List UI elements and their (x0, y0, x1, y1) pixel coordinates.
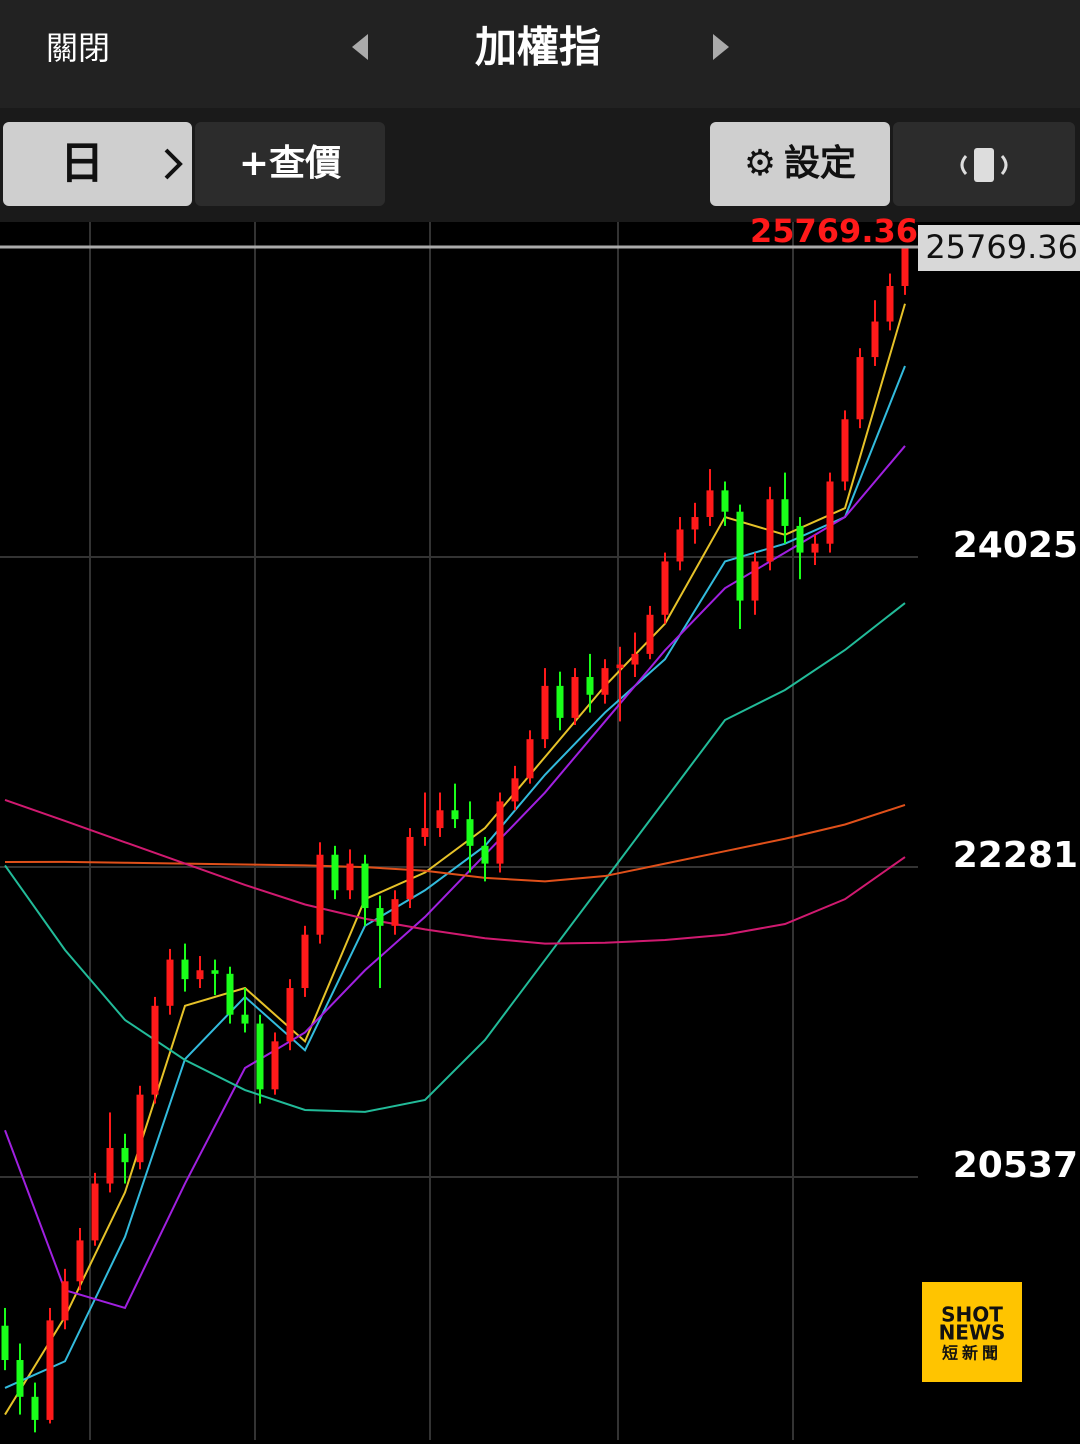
candle-body (91, 1183, 99, 1241)
prev-arrow[interactable] (352, 34, 368, 60)
candle-body (196, 970, 204, 980)
candle-body (556, 685, 564, 718)
plot-area (0, 222, 918, 1440)
candle-body (436, 810, 444, 829)
candle-body (901, 246, 909, 286)
candle-body (646, 614, 654, 654)
last-price-tag-label: 25769.36 (925, 228, 1078, 266)
watermark-box (922, 1282, 1022, 1382)
candle-body (61, 1281, 69, 1321)
candle-body (796, 525, 804, 553)
candle-body (826, 481, 834, 544)
candle-body (706, 490, 714, 518)
candle-body (316, 854, 324, 935)
candle-body (631, 653, 639, 665)
candle-body (421, 828, 429, 837)
candle-body (1, 1325, 9, 1361)
candle-body (841, 419, 849, 482)
watermark: SHOT (941, 1303, 1003, 1327)
candle-body (736, 511, 744, 601)
candle-body (31, 1396, 39, 1420)
candle-body (76, 1240, 84, 1282)
candle-body (751, 561, 759, 601)
chart: 24025 22281 20537 25769.36 25769.36 (0, 212, 1080, 1433)
candle-body (46, 1320, 54, 1420)
candle-body (601, 668, 609, 695)
period-chevron (164, 148, 183, 180)
gear-icon: ⚙ (744, 143, 776, 184)
candle-body (766, 499, 774, 562)
candle-body (181, 959, 189, 980)
candle-body (346, 863, 354, 891)
candle-body (226, 973, 234, 1015)
period-label: 日 (60, 138, 104, 189)
y-tick-label: 24025 (953, 525, 1078, 566)
candle-body (496, 801, 504, 864)
candle-body (391, 899, 399, 926)
candle-body (811, 543, 819, 553)
quote-label: +查價 (239, 143, 341, 184)
candle-body (406, 836, 414, 900)
watermark: NEWS (939, 1321, 1006, 1345)
title: 加權指 (475, 23, 601, 72)
candle-body (166, 959, 174, 1006)
candle-body (16, 1360, 24, 1397)
candle-body (121, 1147, 129, 1163)
candle-body (661, 561, 669, 615)
candle-body (886, 285, 894, 322)
candle-body (871, 321, 879, 358)
candle-body (541, 685, 549, 740)
last-price-tag (918, 224, 1080, 271)
candle-body (106, 1147, 114, 1184)
high-price-label: 25769.36 (750, 212, 918, 250)
candle-body (286, 988, 294, 1042)
candle-body (616, 664, 624, 669)
candle-body (271, 1041, 279, 1090)
candle-body (256, 1023, 264, 1090)
moving-average (4, 804, 906, 883)
candle-body (136, 1094, 144, 1163)
candle-body (586, 676, 594, 695)
candle-body (376, 908, 384, 926)
rotate-icon (974, 148, 994, 182)
candle-body (721, 490, 729, 512)
rotate-arrows (960, 155, 1008, 175)
candle-body (481, 845, 489, 864)
candle-body (856, 357, 864, 420)
next-arrow[interactable] (713, 34, 729, 60)
candle-body (526, 739, 534, 779)
candle-body (781, 499, 789, 526)
candle-body (691, 517, 699, 530)
quote-button[interactable] (195, 122, 385, 206)
y-tick-label: 22281 (953, 835, 1078, 876)
candle-body (466, 819, 474, 846)
close-button[interactable]: 關閉 (46, 29, 110, 67)
candle-body (241, 1014, 249, 1024)
candle-body (211, 970, 219, 974)
candle-body (511, 778, 519, 802)
watermark: 短新聞 (942, 1344, 1002, 1363)
moving-average (4, 799, 906, 945)
y-tick-label: 20537 (953, 1145, 1078, 1186)
candle-body (451, 810, 459, 820)
candle-body (571, 676, 579, 718)
candle-body (331, 854, 339, 891)
settings-label: 設定 (784, 143, 856, 184)
candle-body (676, 529, 684, 562)
top-bar (0, 0, 1080, 108)
candle-body (151, 1005, 159, 1095)
candle-body (301, 934, 309, 989)
candle-body (361, 863, 369, 909)
settings-button[interactable] (710, 122, 890, 206)
period-button[interactable] (3, 122, 192, 206)
date-grid (89, 222, 794, 1440)
